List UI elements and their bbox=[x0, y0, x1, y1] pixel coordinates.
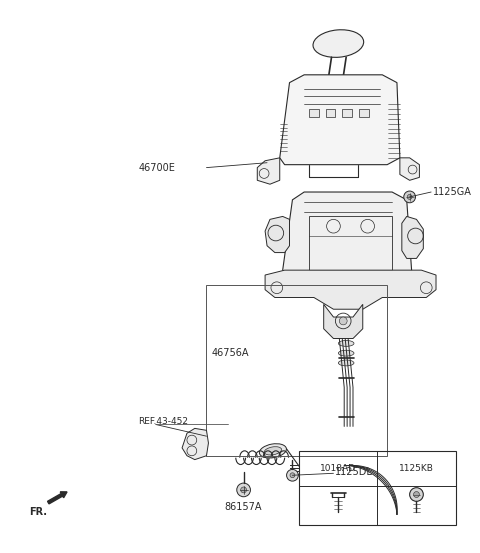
Ellipse shape bbox=[338, 350, 354, 356]
Circle shape bbox=[414, 492, 420, 498]
Bar bbox=[342, 109, 352, 117]
Polygon shape bbox=[283, 192, 411, 282]
Polygon shape bbox=[265, 216, 289, 253]
Circle shape bbox=[404, 191, 416, 203]
Bar bbox=[299, 451, 456, 525]
FancyArrow shape bbox=[48, 492, 67, 504]
Text: 46700E: 46700E bbox=[138, 163, 175, 173]
Ellipse shape bbox=[264, 447, 282, 455]
Text: 1125GA: 1125GA bbox=[433, 187, 472, 197]
Bar bbox=[309, 216, 392, 270]
Polygon shape bbox=[182, 429, 208, 460]
Circle shape bbox=[407, 195, 412, 199]
Polygon shape bbox=[280, 75, 400, 165]
Ellipse shape bbox=[338, 360, 354, 366]
Circle shape bbox=[287, 469, 298, 481]
Circle shape bbox=[409, 488, 423, 502]
Text: 86157A: 86157A bbox=[225, 503, 263, 513]
Bar bbox=[325, 109, 336, 117]
Circle shape bbox=[339, 317, 347, 325]
Ellipse shape bbox=[259, 444, 287, 458]
Bar bbox=[309, 109, 319, 117]
Circle shape bbox=[237, 483, 251, 497]
Bar bbox=[359, 109, 369, 117]
Polygon shape bbox=[257, 158, 280, 184]
Ellipse shape bbox=[338, 341, 354, 346]
Circle shape bbox=[240, 487, 247, 493]
Bar bbox=[206, 285, 387, 456]
Text: REF.43-452: REF.43-452 bbox=[138, 417, 188, 426]
Polygon shape bbox=[400, 158, 420, 180]
Circle shape bbox=[290, 473, 295, 478]
Text: 1125DL: 1125DL bbox=[336, 467, 373, 477]
Text: 46756A: 46756A bbox=[211, 348, 249, 358]
Ellipse shape bbox=[313, 30, 364, 58]
Text: FR.: FR. bbox=[29, 507, 47, 518]
Polygon shape bbox=[402, 216, 423, 258]
Polygon shape bbox=[265, 270, 436, 309]
Text: 1125KB: 1125KB bbox=[399, 464, 434, 473]
Polygon shape bbox=[324, 304, 363, 338]
Text: 1018AD: 1018AD bbox=[320, 464, 356, 473]
